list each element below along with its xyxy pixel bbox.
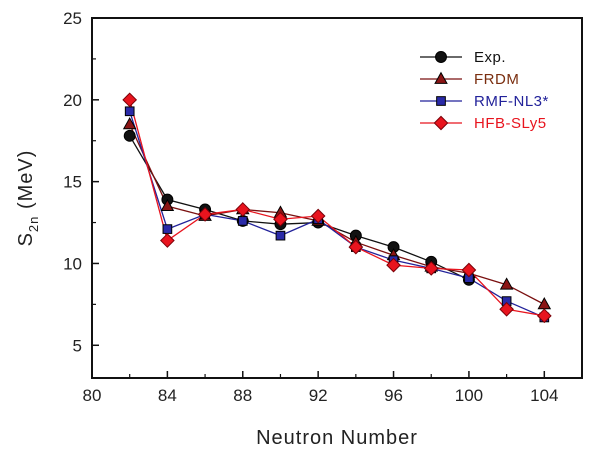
data-point-triangle: [537, 297, 552, 310]
y-tick-label: 25: [63, 9, 82, 28]
legend: Exp. FRDM RMF-NL3* HFB-SLy5: [420, 49, 549, 132]
data-point-triangle: [122, 117, 137, 130]
y-tick-label: 20: [63, 91, 82, 110]
legend-label: RMF-NL3*: [474, 93, 549, 110]
y-axis-title: S2n (MeV): [15, 150, 41, 247]
legend-marker-diamond: [433, 115, 449, 131]
x-tick-label: 104: [530, 386, 558, 405]
legend-marker-square: [436, 96, 446, 106]
legend-marker-triangle: [434, 71, 448, 84]
data-point-square: [162, 224, 173, 234]
data-point-triangle: [499, 277, 514, 290]
data-point-diamond: [348, 239, 364, 255]
data-point-square: [237, 216, 248, 226]
y-tick-label: 5: [73, 336, 82, 355]
data-point-diamond: [197, 207, 213, 222]
data-point-diamond: [461, 262, 477, 278]
data-point-diamond: [122, 92, 138, 108]
data-point-diamond: [536, 308, 552, 324]
data-point-triangle: [160, 198, 175, 212]
x-axis-title: Neutron Number: [256, 427, 418, 449]
legend-label: HFB-SLy5: [474, 115, 547, 132]
data-point-circle: [123, 129, 136, 142]
data-point-square: [275, 230, 286, 241]
series-line-square: [129, 111, 545, 319]
data-point-diamond: [235, 202, 251, 217]
y-axis-title-subscript: 2n: [26, 216, 41, 232]
x-tick-label: 96: [384, 386, 403, 405]
series-line-triangle: [129, 124, 545, 305]
data-point-diamond: [386, 257, 401, 273]
legend-label: Exp.: [474, 49, 506, 66]
y-tick-label: 10: [63, 254, 82, 273]
x-tick-label: 92: [309, 386, 328, 405]
data-point-diamond: [310, 208, 326, 224]
legend-label: FRDM: [474, 71, 519, 88]
x-tick-label: 84: [158, 386, 177, 405]
series-line-circle: [129, 135, 470, 281]
x-tick-label: 80: [83, 386, 102, 405]
series-lines: [129, 99, 545, 319]
series-markers: [122, 92, 552, 324]
data-point-diamond: [499, 301, 514, 317]
plot-frame: [91, 17, 583, 379]
data-point-square: [124, 106, 135, 117]
y-tick-label: 15: [63, 173, 82, 192]
x-tick-label: 100: [455, 386, 483, 405]
legend-marker-circle: [435, 51, 447, 63]
axis-ticks: 80 84 88 92 96 100 104 5 10 15 20 25: [63, 9, 558, 405]
data-point-diamond: [160, 233, 175, 248]
data-point-diamond: [273, 211, 288, 227]
data-point-diamond: [423, 261, 439, 276]
series-line-diamond: [129, 99, 545, 317]
x-tick-label: 88: [233, 386, 252, 405]
